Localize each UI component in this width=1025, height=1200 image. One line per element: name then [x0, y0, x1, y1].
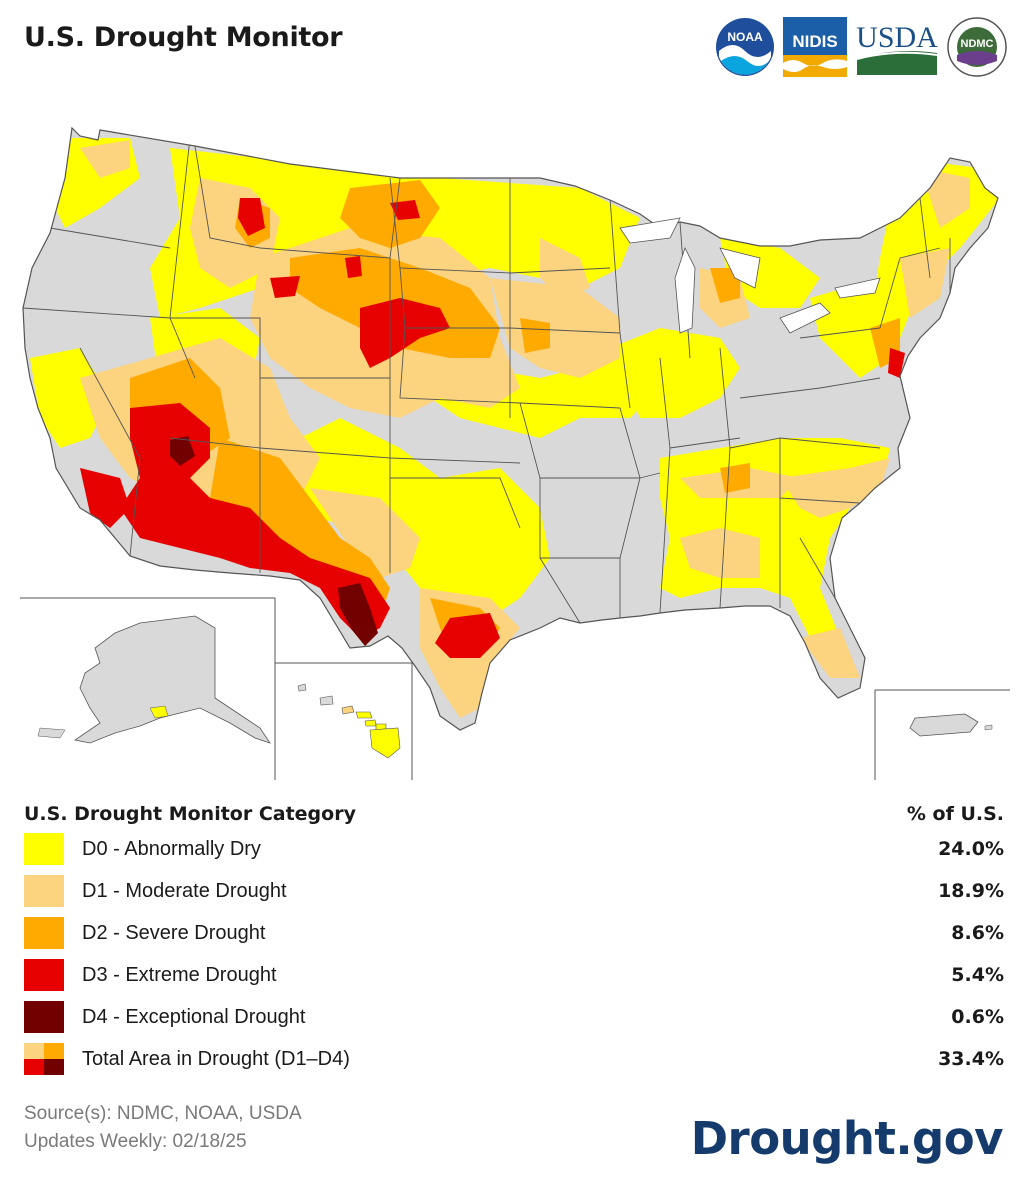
legend-row-d1: D1 - Moderate Drought 18.9%	[24, 870, 1004, 912]
legend-pct: 8.6%	[951, 922, 1004, 944]
legend-pct: 0.6%	[951, 1006, 1004, 1028]
state-borders	[23, 137, 951, 624]
legend-row-d4: D4 - Exceptional Drought 0.6%	[24, 996, 1004, 1038]
page-title: U.S. Drought Monitor	[24, 22, 343, 53]
d3-areas	[80, 198, 905, 658]
legend-row-d3: D3 - Extreme Drought 5.4%	[24, 954, 1004, 996]
legend-label: D1 - Moderate Drought	[82, 879, 287, 902]
puerto-rico-inset	[909, 713, 993, 737]
d4-areas	[170, 436, 378, 646]
hawaii-inset	[297, 683, 401, 759]
legend-label: D0 - Abnormally Dry	[82, 837, 261, 860]
d2-swatch	[24, 917, 64, 949]
us-outline	[22, 126, 999, 731]
legend-row-total: Total Area in Drought (D1–D4) 33.4%	[24, 1038, 1004, 1080]
legend-heading: U.S. Drought Monitor Category	[24, 803, 356, 825]
drought-map	[20, 118, 1010, 780]
alaska-inset	[37, 615, 271, 744]
legend-label: D4 - Exceptional Drought	[82, 1005, 306, 1028]
d4-swatch	[24, 1001, 64, 1033]
inset-frames	[20, 597, 1010, 780]
pct-heading: % of U.S.	[906, 803, 1004, 825]
legend: U.S. Drought Monitor Category % of U.S. …	[24, 800, 1004, 1080]
svg-text:USDA: USDA	[856, 21, 938, 54]
drought-layers	[30, 138, 998, 718]
source-text: Source(s): NDMC, NOAA, USDA	[24, 1103, 302, 1124]
drought-gov-link[interactable]: Drought.gov	[690, 1112, 1004, 1165]
legend-pct: 18.9%	[938, 880, 1004, 902]
drought-map-svg	[20, 126, 1010, 780]
legend-pct: 33.4%	[938, 1048, 1004, 1070]
legend-pct: 5.4%	[951, 964, 1004, 986]
legend-label: Total Area in Drought (D1–D4)	[82, 1047, 350, 1070]
ndmc-logo[interactable]: NDMC	[947, 17, 1007, 77]
d1-swatch	[24, 875, 64, 907]
update-text: Updates Weekly: 02/18/25	[24, 1131, 247, 1152]
legend-row-d2: D2 - Severe Drought 8.6%	[24, 912, 1004, 954]
source-info: Source(s): NDMC, NOAA, USDA Updates Week…	[24, 1100, 302, 1156]
svg-text:NIDIS: NIDIS	[792, 32, 837, 51]
legend-pct: 24.0%	[938, 838, 1004, 860]
legend-label: D2 - Severe Drought	[82, 921, 266, 944]
noaa-logo[interactable]: NOAA	[715, 17, 775, 77]
svg-text:NDMC: NDMC	[961, 38, 994, 50]
nidis-logo[interactable]: NIDIS	[783, 17, 847, 77]
legend-header: U.S. Drought Monitor Category % of U.S.	[24, 800, 1004, 828]
great-lakes	[619, 217, 881, 334]
partner-logos: NOAA NIDIS USDA NDMC	[715, 14, 1007, 80]
legend-row-d0: D0 - Abnormally Dry 24.0%	[24, 828, 1004, 870]
usda-logo[interactable]: USDA	[855, 17, 939, 77]
d3-swatch	[24, 959, 64, 991]
legend-label: D3 - Extreme Drought	[82, 963, 277, 986]
d0-swatch	[24, 833, 64, 865]
total-swatch	[24, 1043, 64, 1075]
svg-text:NOAA: NOAA	[727, 30, 763, 44]
